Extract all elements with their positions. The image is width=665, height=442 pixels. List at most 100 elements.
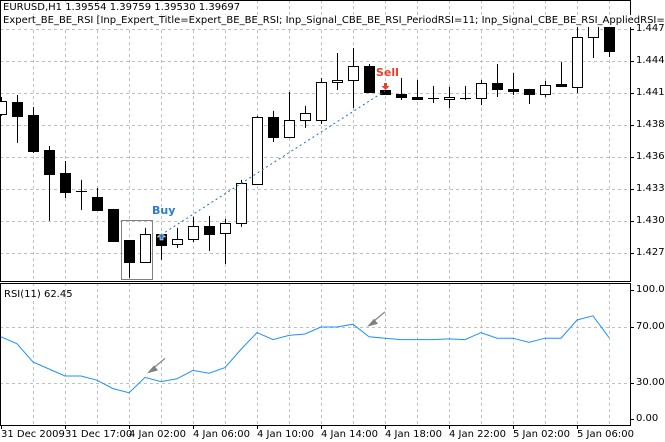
candle <box>540 81 551 97</box>
rsi-axis-label: 100.00 <box>636 284 665 295</box>
buy-label: Buy <box>152 203 176 217</box>
candle-body-bullish <box>540 85 551 95</box>
candle <box>0 96 7 116</box>
candle <box>380 89 391 95</box>
time-axis-label: 4 Jan 18:00 <box>385 429 442 440</box>
candle-body-bullish <box>140 234 151 263</box>
candle <box>300 105 311 128</box>
time-axis-label: 4 Jan 22:00 <box>449 429 506 440</box>
price-axis-label: 1.43610 <box>636 151 665 162</box>
symbol-ohlc-line: EURUSD,H1 1.39554 1.39759 1.39530 1.3969… <box>3 2 241 14</box>
candle-body-bearish <box>28 115 39 152</box>
candle <box>396 77 407 100</box>
candle-body-bearish <box>492 83 503 90</box>
candle <box>476 79 487 105</box>
candle-body-bullish <box>236 183 247 224</box>
candle-body-bearish <box>12 102 23 117</box>
time-axis-label: 31 Dec 17:00 <box>65 429 133 440</box>
candle <box>364 64 375 93</box>
trade-line <box>160 90 386 236</box>
candle <box>492 64 503 97</box>
rsi-line <box>0 315 610 394</box>
candle-body-bullish <box>444 97 455 100</box>
candle-body-bearish <box>396 94 407 98</box>
candles <box>0 15 615 278</box>
candle <box>108 208 119 242</box>
candle <box>140 227 151 263</box>
candle-body-bearish <box>412 97 423 100</box>
candle-body-bullish <box>172 239 183 245</box>
price-axis-label: 1.44710 <box>636 23 665 34</box>
candle-body-bearish <box>124 240 135 263</box>
candle <box>316 77 327 124</box>
price-axis-label: 1.43335 <box>636 183 665 194</box>
candle-body-bullish <box>476 83 487 99</box>
candle <box>60 160 71 198</box>
sell-arrow-icon <box>381 82 390 90</box>
candle <box>508 72 519 95</box>
candle-body-bearish <box>604 24 615 52</box>
highlight-box <box>121 220 153 280</box>
candle-body-bearish <box>380 90 391 95</box>
candle <box>204 215 215 251</box>
candle-body-bullish <box>572 37 583 88</box>
candle-body-bearish <box>108 209 119 242</box>
rsi-indicator-title: RSI(11) 62.45 <box>4 289 73 300</box>
buy-arrow-icon <box>156 232 167 241</box>
candle <box>28 106 39 153</box>
price-axis-label: 1.44435 <box>636 55 665 66</box>
candle-body-bullish <box>220 223 231 234</box>
time-axis-label: 4 Jan 02:00 <box>129 429 186 440</box>
grid <box>0 0 630 425</box>
candle <box>268 110 279 142</box>
candle <box>236 179 247 227</box>
candle-body-bearish <box>204 226 215 235</box>
candle <box>124 239 135 278</box>
candle <box>284 91 295 138</box>
rsi-axis-label: 70.00 <box>636 321 665 332</box>
candle <box>172 227 183 248</box>
price-axis-label: 1.42785 <box>636 247 665 258</box>
candle-body-bearish <box>524 89 535 95</box>
rsi-sell-arrow-icon <box>367 318 378 327</box>
candle-body-bearish <box>364 66 375 93</box>
candle-body-bullish <box>316 82 327 121</box>
time-axis-label: 4 Jan 14:00 <box>321 429 378 440</box>
candle-body-bearish <box>92 197 103 211</box>
expert-parameters-line: Expert_BE_BE_RSI [Inp_Expert_Title=Exper… <box>3 15 665 27</box>
candle <box>348 47 359 109</box>
time-axis-label: 5 Jan 06:00 <box>577 429 634 440</box>
candle-body-bullish <box>252 117 263 185</box>
candle-body-bearish <box>268 117 279 138</box>
candle <box>252 115 263 185</box>
candle <box>12 94 23 143</box>
candle <box>188 216 199 242</box>
candle <box>572 27 583 93</box>
sell-label: Sell <box>376 65 399 79</box>
rsi-axis-label: 30.00 <box>636 377 665 388</box>
price-axis-label: 1.43885 <box>636 119 665 130</box>
rsi-axis-label: 0.00 <box>636 413 659 424</box>
candle <box>460 86 471 100</box>
time-axis-label: 4 Jan 10:00 <box>257 429 314 440</box>
candle-body-bearish <box>44 150 55 175</box>
candle <box>332 52 343 90</box>
candle-body-bullish <box>188 226 199 240</box>
candle <box>428 86 439 104</box>
candle-body-bullish <box>284 120 295 138</box>
price-axis-label: 1.43060 <box>636 215 665 226</box>
rsi-buy-arrow-icon <box>147 365 158 374</box>
rsi-panel-frame <box>0 283 631 426</box>
candle-body-bullish <box>332 80 343 83</box>
candle-body-bullish <box>348 66 359 81</box>
candle <box>556 61 567 87</box>
candle <box>76 179 87 210</box>
price-panel-frame <box>0 0 631 282</box>
candle-body-bearish <box>508 89 519 92</box>
candle <box>220 218 231 264</box>
time-axis-label: 4 Jan 06:00 <box>193 429 250 440</box>
candle <box>92 187 103 211</box>
candle-body-bullish <box>0 101 7 115</box>
candle-body-bearish <box>60 173 71 193</box>
